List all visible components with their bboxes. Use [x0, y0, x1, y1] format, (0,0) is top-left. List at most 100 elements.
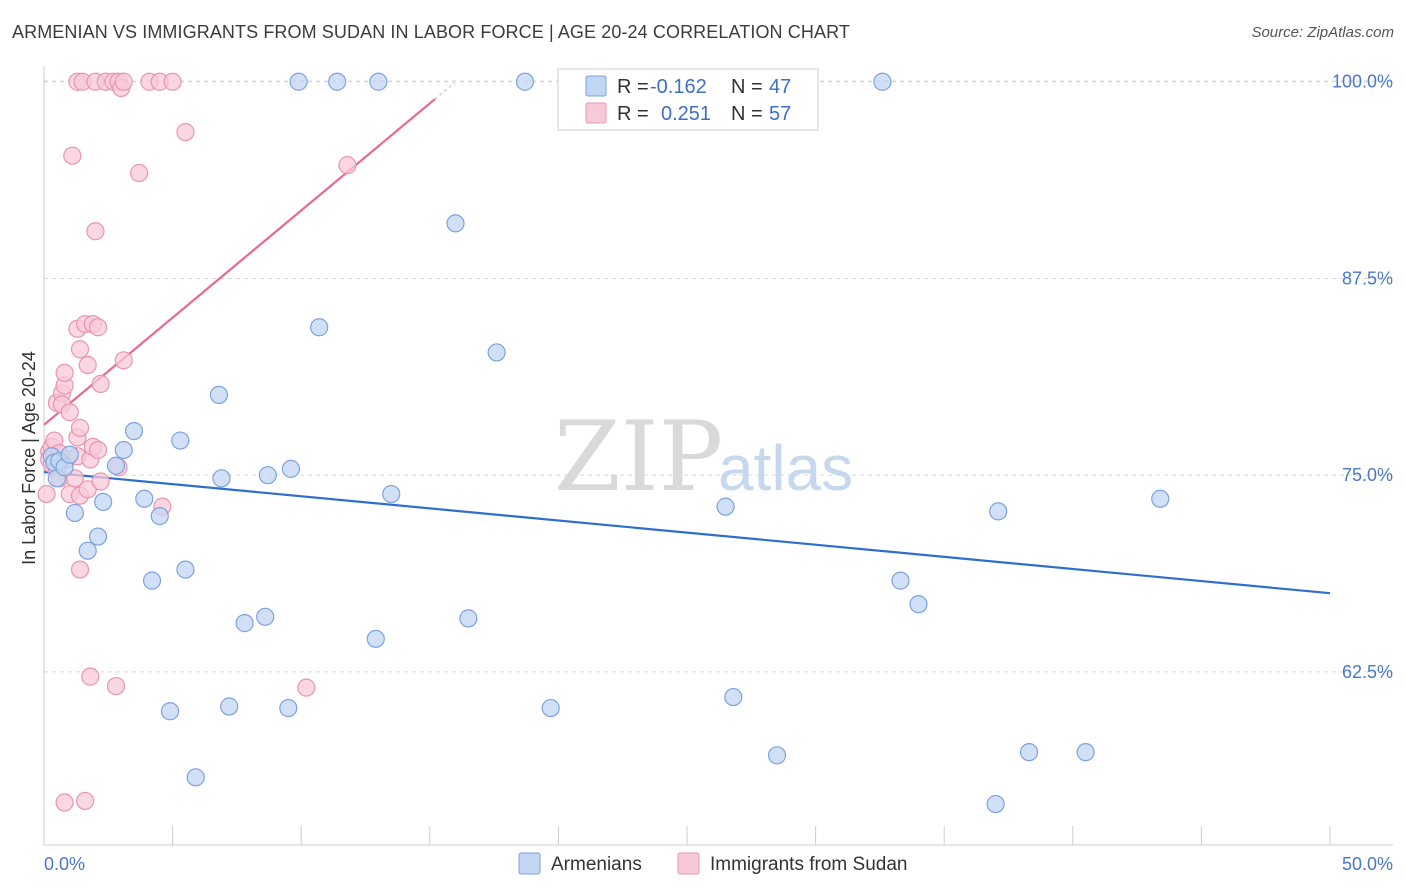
trend-lines	[43, 82, 1331, 595]
armenian-point	[186, 768, 205, 787]
sudan-point	[163, 72, 182, 91]
bottom-legend-swatch-armenians	[518, 852, 541, 875]
armenian-point	[989, 502, 1008, 521]
sudan-points	[37, 72, 357, 812]
armenian-point	[366, 629, 385, 648]
armenian-point	[258, 466, 277, 485]
legend-r-label-sudan: R =	[617, 103, 649, 125]
armenian-point	[369, 72, 388, 91]
armenian-point	[65, 503, 84, 523]
armenian-point	[1019, 743, 1039, 762]
stats-legend: R = -0.162 N = 47 R = 0.251 N = 57	[557, 68, 819, 131]
legend-r-label-armenians: R =	[617, 76, 649, 98]
legend-n-label-armenians: N =	[731, 76, 763, 98]
sudan-point	[60, 403, 79, 422]
sudan-point	[91, 472, 110, 491]
armenian-point	[909, 595, 928, 614]
sudan-point	[114, 351, 133, 370]
sudan-point	[86, 222, 105, 241]
armenian-point	[135, 489, 154, 508]
armenian-point	[78, 541, 97, 560]
bottom-legend-swatch-sudan	[677, 852, 700, 875]
sudan-trend-line	[43, 98, 436, 426]
y-tick-label: 62.5%	[1342, 662, 1393, 682]
legend-n-value-sudan: 57	[769, 103, 791, 125]
sudan-point	[70, 340, 90, 359]
grid-lines	[44, 80, 1393, 673]
armenian-trend-line	[43, 470, 1331, 595]
armenian-point	[487, 343, 506, 362]
sudan-point	[70, 560, 90, 579]
armenian-point	[279, 698, 298, 718]
x-tick-label-max: 50.0%	[1342, 854, 1393, 874]
sudan-point	[106, 676, 126, 696]
armenian-point	[1151, 489, 1170, 508]
sudan-point	[55, 793, 74, 812]
source-label: Source: ZipAtlas.com	[1251, 24, 1394, 41]
sudan-point	[114, 72, 133, 91]
y-axis-label: In Labor Force | Age 20-24	[19, 351, 39, 565]
armenian-point	[446, 214, 465, 233]
sudan-point	[176, 122, 195, 142]
armenian-point	[281, 459, 301, 478]
legend-r-value-armenians: -0.162	[650, 76, 707, 98]
sudan-point	[55, 363, 74, 382]
armenian-point	[106, 456, 126, 475]
sudan-point	[130, 163, 149, 183]
bottom-legend: Armenians Immigrants from Sudan	[518, 852, 907, 875]
armenian-point	[767, 746, 787, 765]
sudan-point	[37, 484, 56, 504]
x-tick-label-min: 0.0%	[44, 854, 85, 874]
armenian-point	[328, 72, 347, 91]
chart-title: ARMENIAN VS IMMIGRANTS FROM SUDAN IN LAB…	[12, 22, 850, 42]
sudan-point	[78, 355, 97, 375]
armenian-point	[209, 385, 228, 405]
watermark-atlas: atlas	[718, 432, 853, 504]
armenian-point	[212, 469, 231, 488]
armenian-point	[459, 609, 478, 628]
watermark-zip: ZIP	[554, 401, 723, 513]
armenian-point	[891, 571, 910, 590]
armenian-point	[310, 318, 329, 337]
sudan-point	[81, 667, 100, 686]
armenian-point	[176, 560, 195, 579]
sudan-trend-extension	[434, 82, 455, 100]
armenian-point	[1076, 743, 1095, 762]
sudan-point	[63, 146, 82, 165]
axes	[43, 66, 1393, 846]
armenian-point	[124, 422, 144, 441]
armenian-point	[873, 72, 892, 91]
y-tick-label: 75.0%	[1342, 465, 1393, 485]
armenian-point	[171, 431, 190, 450]
sudan-point	[338, 156, 357, 175]
armenian-point	[256, 607, 275, 626]
legend-r-value-sudan: 0.251	[661, 103, 711, 125]
y-tick-labels: 100.0% 87.5% 75.0% 62.5%	[1332, 72, 1393, 682]
bottom-legend-armenians: Armenians	[551, 854, 642, 875]
armenian-point	[541, 698, 560, 718]
y-tick-label: 87.5%	[1342, 268, 1393, 288]
sudan-point	[88, 318, 108, 337]
armenian-point	[235, 614, 254, 633]
armenian-point	[986, 794, 1005, 814]
sudan-point	[91, 374, 110, 393]
sudan-point	[88, 440, 108, 460]
armenian-point	[114, 440, 133, 460]
armenian-point	[94, 492, 113, 512]
sudan-point	[76, 791, 95, 811]
armenian-point	[142, 571, 162, 590]
armenian-point	[220, 697, 239, 716]
armenian-point	[382, 484, 401, 504]
legend-n-value-armenians: 47	[769, 76, 791, 98]
armenian-point	[289, 72, 308, 91]
armenian-point	[60, 445, 79, 464]
armenian-point	[150, 506, 169, 526]
armenian-point	[716, 497, 735, 516]
legend-swatch-sudan	[585, 102, 607, 124]
y-tick-label: 100.0%	[1332, 72, 1393, 92]
armenian-points	[42, 72, 1170, 814]
sudan-point	[297, 678, 316, 697]
armenian-point	[160, 702, 180, 721]
sudan-point	[70, 418, 90, 438]
bottom-legend-sudan: Immigrants from Sudan	[710, 854, 907, 875]
